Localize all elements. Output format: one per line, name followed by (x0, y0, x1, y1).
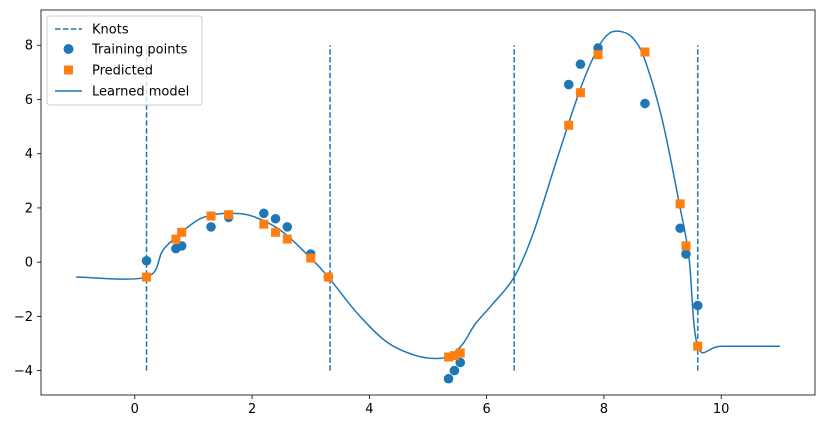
predicted-point (224, 210, 234, 220)
x-tick-label: 2 (248, 402, 256, 417)
training-point (640, 98, 650, 109)
predicted-point (444, 352, 454, 362)
legend-training-swatch (63, 44, 74, 54)
y-tick-label: −2 (14, 310, 33, 325)
y-tick-label: −4 (14, 364, 33, 379)
predicted-point (306, 253, 316, 263)
x-tick-label: 6 (482, 402, 490, 417)
legend-model-label: Learned model (92, 85, 189, 100)
y-tick-label: 4 (25, 147, 33, 162)
legend-training-label: Training points (91, 43, 188, 58)
training-point (259, 208, 269, 219)
predicted-point (282, 234, 292, 244)
x-tick-label: 4 (365, 402, 373, 417)
y-tick-label: 0 (25, 256, 33, 271)
legend: Knots Training points Predicted Learned … (46, 15, 203, 106)
legend-predicted-label: Predicted (92, 64, 153, 79)
x-axis-ticks: 0 2 4 6 8 10 (131, 395, 730, 417)
predicted-point (693, 341, 703, 351)
predicted-point (449, 351, 459, 361)
x-tick-label: 0 (131, 402, 139, 417)
y-tick-label: 8 (25, 39, 33, 54)
training-point (141, 255, 152, 266)
predicted-point (575, 88, 585, 98)
predicted-point (675, 199, 685, 209)
training-point (270, 213, 281, 224)
legend-box (46, 15, 203, 106)
axes-frame (40, 9, 816, 396)
legend-knots-label: Knots (92, 23, 129, 38)
training-point (449, 365, 460, 376)
predicted-point (259, 219, 269, 229)
predicted-point (455, 348, 465, 358)
y-tick-label: 2 (25, 201, 33, 216)
y-axis-ticks: −4 −2 0 2 4 6 8 (14, 39, 41, 379)
training-point (681, 249, 691, 259)
predicted-point (593, 50, 603, 60)
predicted-point (640, 47, 650, 57)
training-point (206, 222, 216, 232)
predicted-point (177, 227, 187, 237)
training-point (282, 222, 293, 232)
predicted-point (206, 211, 216, 221)
predicted-point (271, 227, 281, 237)
y-tick-label: 6 (25, 93, 33, 108)
training-point (675, 223, 685, 234)
training-point (692, 300, 703, 311)
predicted-point (564, 120, 574, 130)
predicted-point (681, 241, 691, 251)
predicted-point (142, 272, 152, 282)
legend-predicted-swatch (64, 65, 73, 75)
training-point (575, 59, 586, 70)
predicted-point (323, 272, 333, 282)
predicted-points-layer (142, 47, 703, 362)
training-point (563, 79, 574, 90)
x-tick-label: 10 (713, 402, 730, 417)
predicted-point (171, 234, 181, 244)
learned-model-line (76, 30, 780, 360)
training-point (443, 373, 454, 384)
x-tick-label: 8 (600, 402, 608, 417)
